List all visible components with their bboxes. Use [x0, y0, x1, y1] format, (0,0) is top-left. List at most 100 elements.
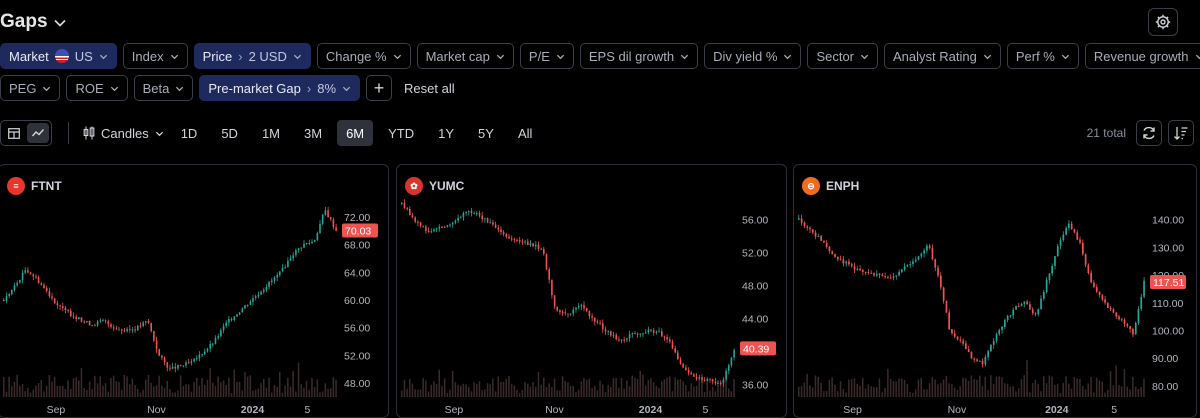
filter-market[interactable]: Market US: [0, 43, 117, 69]
reset-all-button[interactable]: Reset all: [404, 80, 455, 96]
filter-eps-dil-growth[interactable]: EPS dil growth: [579, 43, 699, 69]
chart-card-enph[interactable]: 140.00130.00120.00110.00100.0090.0080.00…: [793, 164, 1197, 418]
filter-revenue-growth[interactable]: Revenue growth: [1084, 43, 1200, 69]
filter-perf[interactable]: Perf %: [1006, 43, 1079, 69]
volume-bar: [505, 378, 507, 397]
ticker-symbol[interactable]: YUMC: [429, 179, 465, 193]
candle-body: [962, 340, 964, 344]
candle-body: [965, 343, 967, 350]
candle-body: [433, 229, 435, 232]
volume-bar: [433, 381, 435, 397]
period-6m[interactable]: 6M: [337, 120, 374, 146]
volume-bar: [1054, 384, 1056, 397]
filter-beta[interactable]: Beta: [133, 75, 194, 101]
chart-card-yumc[interactable]: 56.0052.0048.0044.0040.0036.0040.39SepNo…: [396, 164, 787, 418]
volume-bar: [13, 381, 16, 397]
candle-body: [809, 227, 811, 230]
chart-view-button[interactable]: [27, 123, 49, 143]
candle-body: [470, 210, 473, 214]
candle-body: [1082, 242, 1084, 255]
ticker-symbol[interactable]: ENPH: [826, 179, 860, 193]
chart-type-dropdown[interactable]: Candles: [83, 126, 164, 141]
chevron-down-icon: [393, 54, 401, 59]
filter-peg[interactable]: PEG: [0, 75, 61, 101]
filter-price[interactable]: Price › 2 USD: [193, 43, 311, 69]
volume-bar: [979, 375, 981, 397]
volume-bar: [468, 386, 470, 397]
candle-body: [145, 321, 147, 323]
sort-icon: [1174, 127, 1188, 140]
candle-body: [244, 305, 246, 309]
period-5y[interactable]: 5Y: [478, 125, 494, 141]
filter-sector[interactable]: Sector: [807, 43, 879, 69]
candle-body: [401, 202, 403, 204]
volume-bar: [881, 392, 883, 397]
volume-bar: [1129, 389, 1131, 397]
candle-body: [839, 259, 842, 261]
toolbar-divider: [68, 122, 69, 144]
y-tick-label: 48.00: [742, 281, 768, 293]
candle-body: [171, 366, 174, 369]
candle-body: [909, 264, 912, 266]
candle-body: [425, 226, 427, 231]
period-ytd[interactable]: YTD: [388, 125, 415, 141]
volume-bar: [828, 379, 831, 397]
page-title[interactable]: Gaps: [0, 11, 48, 32]
candle-body: [811, 229, 814, 233]
volume-bar: [884, 388, 886, 397]
settings-button[interactable]: [1148, 8, 1178, 36]
volume-bar: [928, 383, 931, 397]
filter-index[interactable]: Index: [122, 43, 188, 69]
filter-roe[interactable]: ROE: [66, 75, 128, 101]
volume-bar: [730, 391, 733, 397]
candle-body: [585, 308, 588, 312]
filter-pre-market-gap[interactable]: Pre-market Gap › 8%: [199, 75, 361, 101]
period-all[interactable]: All: [517, 125, 533, 141]
period-1m[interactable]: 1M: [261, 125, 281, 141]
candle-body: [169, 367, 171, 369]
volume-bar: [401, 390, 403, 397]
refresh-button[interactable]: [1136, 120, 1162, 146]
candle-body: [222, 326, 225, 331]
x-tick-label: 5: [703, 404, 709, 416]
ticker-symbol[interactable]: FTNT: [31, 179, 62, 193]
filter-change[interactable]: Change %: [316, 43, 411, 69]
filter-market-cap[interactable]: Market cap: [416, 43, 514, 69]
period-1y[interactable]: 1Y: [438, 125, 455, 141]
sort-button[interactable]: [1168, 120, 1194, 146]
volume-bar: [53, 376, 56, 397]
candle-body: [62, 306, 64, 308]
volume-bar: [228, 378, 230, 397]
filter-p-e[interactable]: P/E: [519, 43, 574, 69]
add-filter-button[interactable]: +: [366, 75, 393, 101]
filter-value: 2 USD: [248, 48, 287, 64]
volume-bar: [529, 386, 532, 397]
filter-div-yield[interactable]: Div yield %: [704, 43, 802, 69]
table-view-button[interactable]: [3, 123, 25, 143]
candle-body: [319, 223, 321, 233]
candle-body: [311, 241, 313, 244]
candle-body: [820, 235, 822, 241]
candle-body: [1095, 286, 1098, 292]
candle-body: [719, 383, 722, 384]
filter-analyst-rating[interactable]: Analyst Rating: [884, 43, 1001, 69]
period-3m[interactable]: 3M: [304, 125, 323, 141]
period-1d[interactable]: 1D: [180, 125, 198, 141]
volume-bar: [214, 386, 217, 397]
period-5d[interactable]: 5D: [221, 125, 238, 141]
candle-body: [80, 317, 83, 322]
volume-bar: [876, 387, 878, 397]
volume-bar: [516, 389, 518, 397]
chevron-down-icon[interactable]: [53, 19, 66, 27]
y-tick-label: 72.00: [344, 212, 370, 224]
volume-bar: [942, 379, 945, 397]
chart-card-ftnt[interactable]: 72.00 68.00 64.00 60.00 56.00 52.00 48.00 70.03…: [0, 164, 389, 418]
volume-bar: [481, 390, 483, 397]
candle-body: [639, 333, 642, 335]
candle-body: [923, 250, 925, 254]
candle-body: [246, 304, 249, 306]
volume-bar: [131, 378, 134, 397]
candle-body: [104, 320, 107, 322]
volume-bar: [500, 382, 502, 397]
filter-operator: ›: [306, 80, 312, 96]
